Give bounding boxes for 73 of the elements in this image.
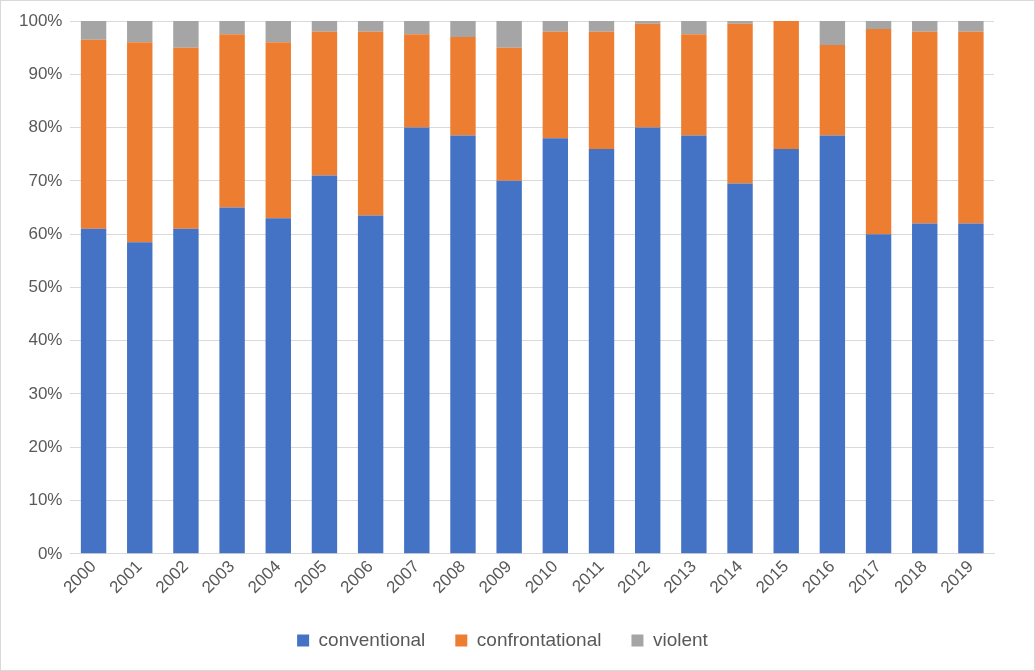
y-tick-label: 10%: [28, 490, 63, 510]
bar: [912, 21, 938, 32]
bar: [634, 21, 661, 24]
bar: [80, 39, 107, 229]
bar: [450, 36, 476, 136]
bar: [958, 21, 984, 32]
bar: [496, 180, 522, 554]
bar: [588, 31, 615, 149]
bar: [450, 21, 476, 37]
bar: [958, 223, 984, 554]
bar: [265, 218, 291, 554]
bar: [773, 21, 799, 149]
legend-label: violent: [652, 628, 709, 650]
bar: [542, 31, 569, 139]
bar: [173, 228, 199, 554]
legend-label: conventional: [318, 628, 426, 650]
bar: [727, 21, 753, 24]
bar: [865, 21, 892, 29]
bar: [219, 207, 245, 554]
y-tick-label: 90%: [28, 63, 63, 83]
y-tick-label: 60%: [28, 223, 63, 243]
y-tick-label: 30%: [28, 383, 63, 403]
bar: [127, 21, 153, 43]
bar: [958, 31, 984, 224]
bar: [634, 23, 661, 128]
bar: [681, 34, 707, 136]
bar: [819, 44, 846, 136]
bar: [80, 228, 107, 554]
bar: [265, 42, 291, 219]
bar: [865, 234, 892, 554]
bar: [819, 21, 846, 45]
y-tick-label: 80%: [28, 117, 63, 137]
bar: [357, 21, 384, 32]
bar: [727, 23, 753, 184]
bar: [219, 34, 245, 208]
legend-label: confrontational: [476, 628, 602, 650]
y-tick-label: 70%: [28, 170, 63, 190]
bar: [681, 21, 707, 35]
y-tick-label: 0%: [37, 543, 63, 563]
bar: [588, 148, 615, 554]
bar: [311, 175, 338, 554]
bar: [450, 135, 476, 554]
bar: [773, 148, 799, 554]
bar: [865, 28, 892, 235]
bar: [912, 31, 938, 224]
bar: [265, 21, 291, 43]
bar: [173, 47, 199, 229]
bar: [727, 183, 753, 554]
bar: [542, 21, 569, 32]
bar: [912, 223, 938, 554]
bar: [357, 31, 384, 216]
y-tick-label: 20%: [28, 436, 63, 456]
bar: [311, 31, 338, 176]
bar: [542, 138, 569, 554]
bar: [819, 135, 846, 554]
bar: [404, 21, 430, 35]
y-tick-label: 50%: [28, 277, 63, 297]
y-tick-label: 40%: [28, 330, 63, 350]
bar: [311, 21, 338, 32]
bar: [173, 21, 199, 48]
bar: [496, 21, 522, 48]
bar: [404, 127, 430, 554]
bar: [404, 34, 430, 128]
bar: [634, 127, 661, 554]
bar: [80, 21, 107, 40]
bar: [127, 42, 153, 243]
bar: [357, 215, 384, 554]
bar: [127, 242, 153, 554]
bar: [496, 47, 522, 181]
bar: [681, 135, 707, 554]
y-tick-label: 100%: [19, 10, 63, 30]
bar: [588, 21, 615, 32]
bar: [219, 21, 245, 35]
